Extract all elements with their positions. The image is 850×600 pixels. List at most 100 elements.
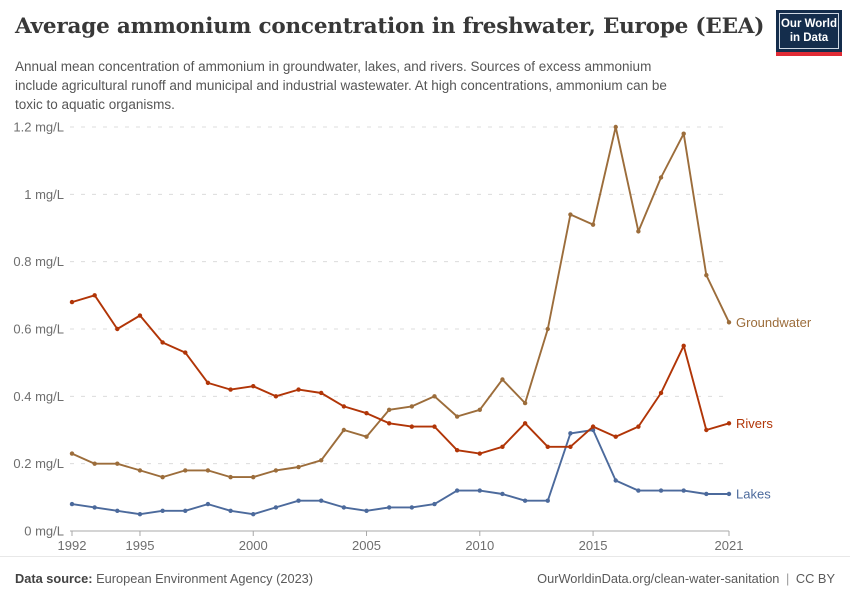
series-line-groundwater: [71, 126, 730, 479]
x-axis-label: 2010: [465, 538, 494, 553]
data-point: [704, 427, 709, 433]
data-point: [228, 508, 233, 513]
data-point: [636, 488, 641, 493]
data-point: [386, 421, 392, 426]
data-point: [590, 424, 596, 429]
y-axis-label: 1 mg/L: [24, 187, 64, 202]
data-point: [681, 131, 686, 136]
credit-separator: |: [786, 571, 790, 586]
page-title: Average ammonium concentration in freshw…: [15, 14, 765, 39]
data-point: [658, 390, 664, 396]
data-point: [636, 229, 641, 234]
data-point: [409, 505, 415, 510]
owid-logo-text-line1: Our World: [780, 18, 837, 30]
data-point: [568, 444, 573, 450]
data-point: [205, 380, 211, 386]
data-point: [92, 461, 97, 466]
data-point: [92, 293, 97, 298]
data-point: [137, 313, 143, 318]
data-point: [568, 431, 573, 436]
data-point: [432, 424, 437, 429]
data-point: [726, 421, 732, 426]
chart-subtitle: Annual mean concentration of ammonium in…: [15, 57, 775, 114]
data-point: [500, 377, 505, 382]
y-axis-label: 0 mg/L: [24, 524, 64, 539]
y-axis-label: 0.8 mg/L: [13, 254, 64, 269]
data-point: [251, 474, 256, 480]
data-point: [183, 508, 188, 513]
data-point: [364, 434, 369, 439]
data-point: [205, 501, 211, 507]
data-point: [273, 394, 279, 399]
data-point: [386, 407, 392, 412]
series-label-rivers: Rivers: [736, 416, 773, 431]
data-source-value: European Environment Agency (2023): [96, 571, 314, 586]
x-axis-label: 2021: [715, 538, 744, 553]
data-point: [205, 468, 211, 473]
y-axis-label: 1.2 mg/L: [13, 120, 64, 135]
data-point: [500, 491, 505, 497]
x-axis-label: 2005: [352, 538, 381, 553]
data-point: [273, 468, 279, 473]
subtitle-line: Annual mean concentration of ammonium in…: [15, 59, 652, 74]
data-point: [115, 326, 120, 332]
data-source: Data source: European Environment Agency…: [15, 571, 313, 586]
series-label-groundwater: Groundwater: [736, 315, 812, 330]
chart-footer: Data source: European Environment Agency…: [0, 556, 850, 600]
data-point: [160, 340, 165, 345]
data-point: [386, 505, 392, 510]
data-point: [183, 468, 188, 473]
data-point: [681, 343, 686, 349]
data-point: [341, 427, 347, 433]
owid-logo: Our World in Data: [776, 10, 842, 56]
data-point: [545, 326, 550, 332]
data-point: [273, 505, 279, 510]
data-point: [726, 320, 732, 325]
owid-logo-frame: Our World in Data: [779, 13, 839, 49]
subtitle-line: include agricultural runoff and municipa…: [15, 78, 667, 93]
y-axis-label: 0.6 mg/L: [13, 322, 64, 337]
data-point: [704, 272, 709, 278]
data-point: [296, 387, 301, 392]
series-line-lakes: [71, 429, 730, 516]
data-point: [568, 212, 573, 217]
data-point: [115, 461, 120, 466]
x-axis-label: 2015: [579, 538, 608, 553]
x-axis-label: 1995: [126, 538, 155, 553]
data-point: [454, 488, 460, 493]
x-axis-label: 1992: [58, 538, 87, 553]
data-point: [454, 448, 460, 453]
data-point: [137, 511, 143, 517]
data-point: [92, 505, 97, 510]
data-point: [636, 424, 641, 429]
data-point: [658, 175, 664, 180]
y-axis-label: 0.4 mg/L: [13, 389, 64, 404]
data-point: [319, 498, 324, 503]
data-point: [319, 390, 324, 396]
license-label: CC BY: [795, 571, 835, 586]
data-point: [545, 444, 550, 450]
series-label-lakes: Lakes: [736, 486, 771, 501]
data-point: [545, 498, 550, 503]
data-point: [409, 424, 415, 429]
data-point: [477, 488, 482, 493]
x-axis-label: 2000: [239, 538, 268, 553]
credit-line: OurWorldinData.org/clean-water-sanitatio…: [537, 571, 835, 586]
data-point: [160, 474, 165, 480]
data-point: [522, 498, 528, 503]
data-point: [613, 434, 618, 439]
data-point: [726, 491, 732, 497]
data-point: [341, 404, 347, 409]
data-point: [432, 501, 437, 507]
data-point: [319, 458, 324, 463]
subtitle-line: toxic to aquatic organisms.: [15, 97, 175, 112]
data-point: [613, 124, 618, 130]
data-point: [590, 427, 596, 433]
series-line-rivers: [71, 294, 730, 455]
owid-logo-text-line2: in Data: [789, 32, 829, 44]
data-point: [69, 451, 75, 456]
data-point: [160, 508, 165, 513]
data-point: [704, 491, 709, 497]
